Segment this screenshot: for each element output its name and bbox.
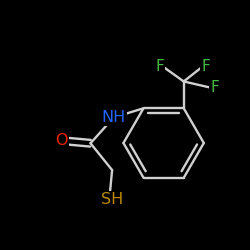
Text: SH: SH xyxy=(101,192,123,207)
Text: NH: NH xyxy=(102,110,126,125)
Text: O: O xyxy=(55,133,68,148)
Text: F: F xyxy=(155,58,164,74)
Text: F: F xyxy=(202,58,210,74)
Text: F: F xyxy=(210,80,219,95)
